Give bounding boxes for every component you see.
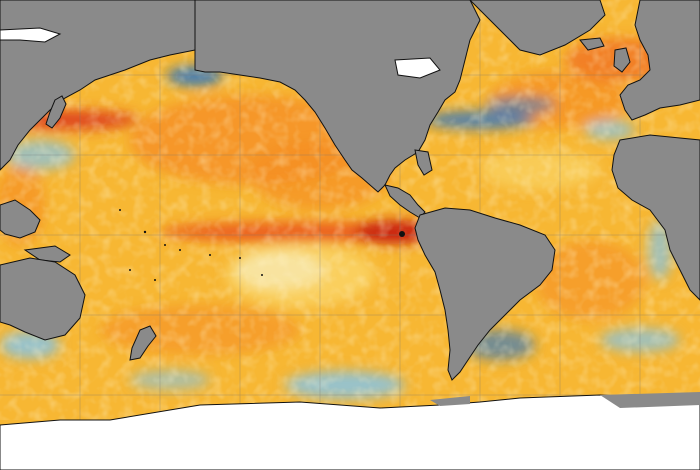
- land-florida: [414, 149, 433, 176]
- land-layer: [0, 0, 700, 381]
- land-north-america: [194, 0, 481, 193]
- arctic-ice-asia: [0, 27, 62, 43]
- land-iceland: [579, 37, 605, 51]
- land-japan: [45, 95, 67, 129]
- antarctica-rock: [430, 392, 700, 408]
- land-europe: [619, 0, 700, 121]
- land-new-guinea: [23, 245, 71, 263]
- land-uk: [613, 47, 631, 73]
- land-indonesia: [0, 199, 41, 239]
- land-new-zealand: [129, 325, 157, 361]
- land-south-america: [414, 207, 556, 381]
- pacific-islands: [119, 209, 405, 281]
- arctic-ice-america: [394, 57, 441, 79]
- land-africa: [611, 134, 700, 301]
- land-greenland: [469, 0, 606, 56]
- land-australia: [0, 257, 86, 341]
